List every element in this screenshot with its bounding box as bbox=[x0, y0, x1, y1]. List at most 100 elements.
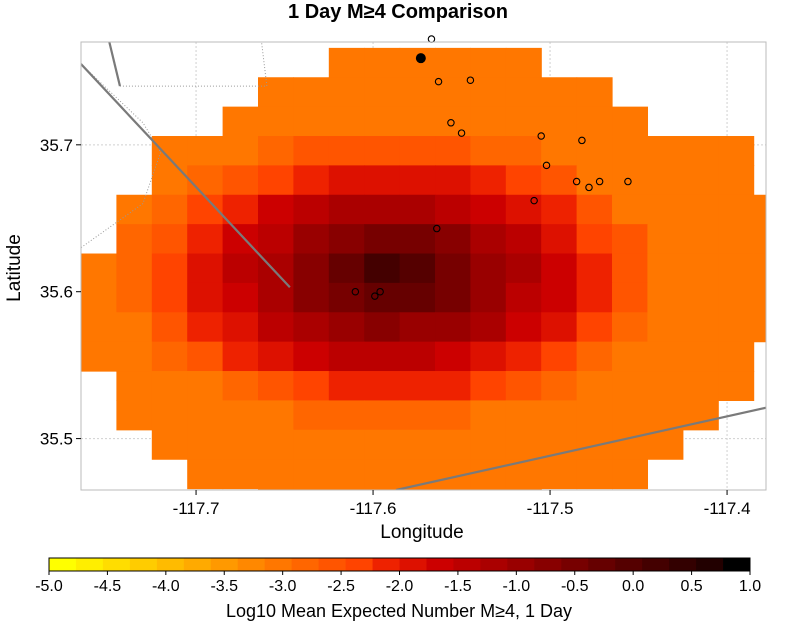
heatmap-cell bbox=[151, 341, 188, 372]
heatmap-cell bbox=[647, 282, 684, 313]
heatmap-cell bbox=[612, 400, 649, 431]
heatmap-cell bbox=[647, 194, 684, 225]
heatmap-cell bbox=[328, 47, 365, 78]
heatmap-cell bbox=[647, 341, 684, 372]
heatmap-cell bbox=[293, 429, 330, 460]
heatmap-cell bbox=[576, 165, 613, 196]
heatmap-cell bbox=[328, 459, 365, 490]
heatmap-cell bbox=[576, 312, 613, 343]
colorbar-tick-label: 0.0 bbox=[622, 578, 644, 595]
colorbar-swatch bbox=[480, 558, 508, 571]
heatmap-cell bbox=[399, 136, 436, 166]
colorbar-tick-label: -1.5 bbox=[444, 578, 472, 595]
heatmap-cell bbox=[328, 165, 365, 196]
heatmap-cell bbox=[329, 518, 365, 548]
y-tick-label: 35.7 bbox=[40, 136, 73, 155]
heatmap-cell bbox=[576, 371, 613, 401]
heatmap-cell bbox=[187, 282, 224, 313]
heatmap-cell bbox=[753, 253, 766, 284]
heatmap-cell bbox=[470, 400, 507, 431]
heatmap-cell bbox=[541, 106, 578, 137]
heatmap-cell bbox=[435, 341, 472, 372]
heatmap-cell bbox=[116, 341, 153, 372]
heatmap-cell bbox=[293, 224, 330, 255]
heatmap-cell bbox=[364, 224, 401, 255]
event-marker bbox=[585, 183, 593, 192]
event-marker bbox=[371, 292, 379, 300]
heatmap-cell bbox=[718, 253, 755, 284]
event-marker bbox=[433, 224, 441, 233]
heatmap-cell bbox=[612, 194, 649, 225]
heatmap-cell bbox=[541, 165, 578, 196]
heatmap-cell bbox=[435, 488, 472, 490]
heatmap-cell bbox=[612, 224, 649, 255]
heatmap-cell bbox=[505, 136, 542, 166]
heatmap-cell bbox=[505, 106, 542, 137]
colorbar-tick-label: -2.0 bbox=[386, 578, 414, 595]
colorbar-swatch bbox=[291, 558, 320, 571]
heatmap-cell bbox=[293, 136, 330, 166]
heatmap-cell bbox=[647, 400, 684, 431]
heatmap-cell bbox=[187, 371, 224, 401]
event-marker bbox=[537, 132, 545, 140]
heatmap-cell bbox=[187, 341, 224, 372]
heatmap-cell bbox=[612, 136, 649, 166]
heatmap-cell bbox=[293, 165, 330, 196]
heatmap-cell bbox=[505, 47, 542, 78]
heatmap-cell bbox=[470, 77, 507, 108]
heatmap-cell bbox=[222, 341, 259, 372]
heatmap-cell bbox=[541, 77, 578, 108]
colorbar-tick-label: -3.5 bbox=[210, 578, 238, 595]
heatmap-cell bbox=[364, 488, 401, 490]
heatmap-cell bbox=[505, 224, 542, 255]
heatmap-cell bbox=[576, 459, 613, 490]
boundary-lines bbox=[81, 42, 268, 249]
heatmap-cell bbox=[116, 224, 153, 255]
colorbar-label: Log10 Mean Expected Number M≥4, 1 Day bbox=[226, 601, 572, 621]
heatmap-cell bbox=[682, 312, 719, 343]
heatmap-cell bbox=[505, 371, 542, 401]
heatmap-cell bbox=[328, 429, 365, 460]
heatmap-cell bbox=[718, 282, 755, 313]
heatmap-cell bbox=[682, 224, 719, 255]
heatmap-cell bbox=[753, 282, 766, 313]
heatmap-cell bbox=[470, 459, 507, 490]
heatmap-cell bbox=[399, 47, 436, 78]
event-marker bbox=[578, 136, 586, 145]
heatmap-cell bbox=[399, 77, 436, 108]
heatmap-cell bbox=[187, 224, 224, 255]
colorbar-swatch bbox=[453, 558, 481, 571]
heatmap-cell bbox=[718, 136, 755, 166]
heatmap-cell bbox=[435, 47, 472, 78]
heatmap-cell bbox=[753, 224, 766, 255]
heatmap-cell bbox=[612, 106, 649, 137]
heatmap-cell bbox=[187, 459, 224, 490]
heatmap-cell bbox=[116, 312, 153, 343]
heatmap-cell bbox=[399, 165, 436, 196]
heatmap-cell bbox=[647, 136, 684, 166]
heatmap-cell bbox=[258, 194, 295, 225]
heatmap-cell bbox=[222, 165, 259, 196]
heatmap-cell bbox=[435, 429, 472, 460]
heatmap-cell bbox=[364, 47, 401, 78]
heatmap-cell bbox=[187, 400, 224, 431]
heatmap-cell bbox=[116, 371, 153, 401]
colorbar-swatch bbox=[588, 558, 616, 571]
x-tick-label: -117.4 bbox=[704, 499, 751, 518]
heatmap-cell bbox=[576, 282, 613, 313]
heatmap-cells bbox=[81, 47, 766, 548]
heatmap-cell bbox=[505, 165, 542, 196]
colorbar-tick-label: -1.0 bbox=[503, 578, 531, 595]
heatmap-cell bbox=[258, 282, 295, 313]
heatmap-cell bbox=[576, 106, 613, 137]
colorbar-ticks: -5.0 -4.5 -4.0 -3.5 -3.0 -2.5 -2.0 -1.5 -1.0 -0.5… bbox=[35, 571, 761, 595]
heatmap-cell bbox=[435, 224, 472, 255]
event-marker bbox=[572, 177, 581, 186]
heatmap-cell bbox=[258, 341, 295, 372]
heatmap-cell bbox=[293, 282, 330, 313]
heatmap-cell bbox=[505, 429, 542, 460]
heatmap-cell bbox=[151, 136, 188, 166]
heatmap-cell bbox=[576, 253, 613, 284]
heatmap-cell bbox=[328, 224, 365, 255]
